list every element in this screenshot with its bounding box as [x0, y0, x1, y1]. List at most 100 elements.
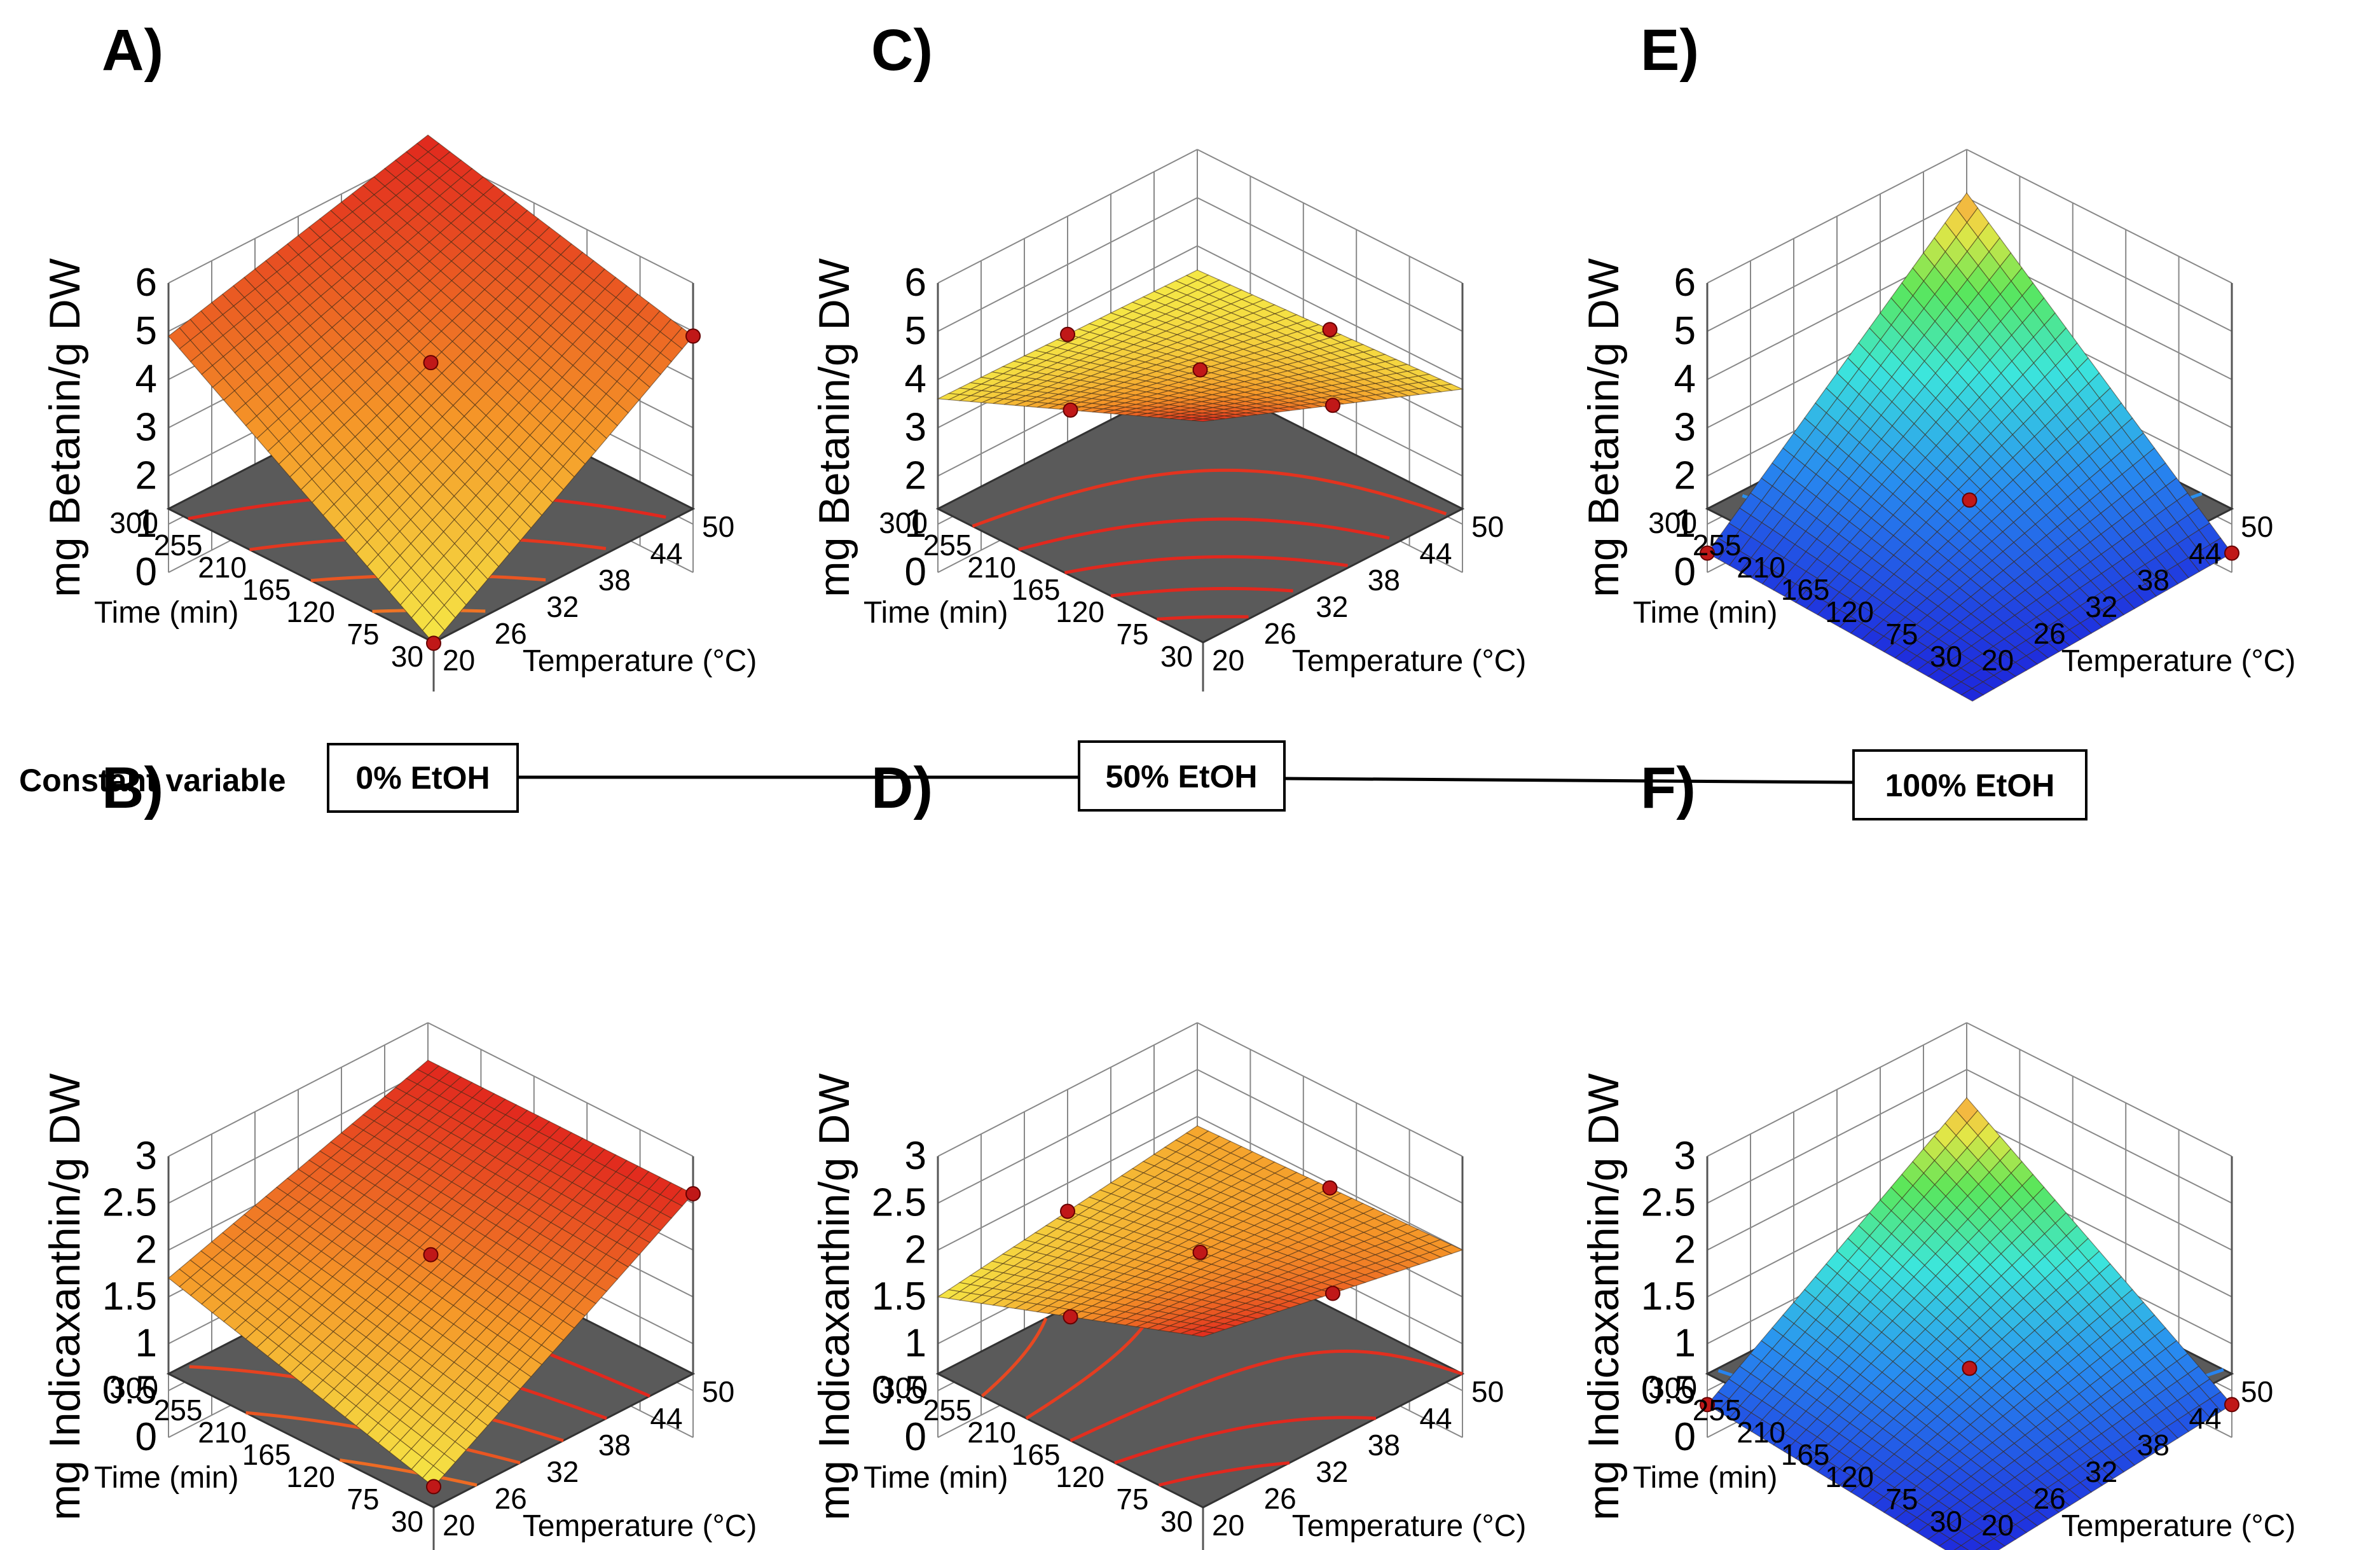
- temperature-tick-label-2: 32: [1316, 590, 1348, 623]
- floor-contours: [972, 468, 1447, 621]
- time-tick-label-0: 30: [1930, 1505, 1962, 1538]
- design-point-0: [423, 355, 439, 371]
- design-point-2: [1322, 1180, 1338, 1196]
- z-tick-label-2: 2: [905, 453, 926, 497]
- time-tick-label-3: 165: [1012, 1438, 1061, 1471]
- time-tick-label-3: 165: [242, 1438, 291, 1471]
- time-tick-label-6: 300: [109, 1371, 158, 1404]
- time-tick-label-1: 75: [1885, 618, 1918, 651]
- z-tick-label-2: 1: [135, 1322, 157, 1366]
- contour-line: [980, 1317, 1048, 1397]
- z-tick-label-5: 5: [905, 309, 926, 353]
- temperature-tick-label-0: 20: [443, 1509, 475, 1542]
- z-tick-label-1: 1: [905, 502, 926, 546]
- design-points: [1700, 492, 2239, 561]
- temperature-tick-label-4: 44: [2189, 537, 2221, 570]
- time-tick-label-1: 75: [1116, 1483, 1148, 1516]
- constant-box-1: [1078, 740, 1286, 812]
- panel-5: 00.511.522.53 mg Indicaxanthin/g DW 30 75 12…: [1579, 756, 2295, 1550]
- contour-line: [339, 1458, 478, 1487]
- design-points: [1060, 1180, 1340, 1325]
- panel-letter: A): [102, 18, 163, 83]
- temperature-axis: 20 26 32 38 44 50 Temperature (°C): [1981, 1375, 2295, 1543]
- design-point-1: [1063, 402, 1078, 418]
- time-tick-label-2: 120: [1056, 1460, 1104, 1493]
- design-point-0: [1962, 492, 1978, 508]
- z-tick-label-0: 0: [135, 1415, 157, 1459]
- time-tick-label-6: 300: [1648, 506, 1697, 539]
- z-tick-label-1: 0.5: [1641, 1368, 1696, 1412]
- z-axis: 00.511.522.53 mg Indicaxanthin/g DW: [810, 1074, 926, 1521]
- time-tick-label-0: 30: [1160, 640, 1193, 673]
- z-tick-label-6: 6: [905, 261, 926, 305]
- z-tick-label-6: 6: [135, 261, 157, 305]
- z-axis-label: mg Indicaxanthin/g DW: [41, 1074, 89, 1521]
- temperature-tick-label-1: 26: [2033, 617, 2066, 650]
- time-axis-label: Time (min): [94, 1461, 239, 1495]
- design-point-0: [1962, 1360, 1978, 1376]
- temperature-tick-label-5: 50: [1471, 1375, 1504, 1408]
- time-tick-label-6: 300: [109, 506, 158, 539]
- z-tick-label-5: 5: [1674, 309, 1696, 353]
- z-tick-label-1: 1: [1674, 502, 1696, 546]
- time-tick-label-4: 210: [198, 1416, 247, 1449]
- panel-letter: C): [871, 18, 933, 83]
- temperature-tick-label-0: 20: [443, 644, 475, 677]
- time-tick-label-2: 120: [1056, 595, 1104, 628]
- response-surface: [1707, 1097, 2232, 1550]
- constant-box-1-label: 50% EtOH: [1106, 759, 1258, 794]
- constant-box-2-label: 100% EtOH: [1885, 768, 2055, 803]
- constant-box-0-label: 0% EtOH: [355, 760, 490, 796]
- temperature-tick-label-1: 26: [1264, 617, 1297, 650]
- design-point-1: [2224, 1397, 2239, 1413]
- temperature-axis-label: Temperature (°C): [1292, 644, 1527, 678]
- temperature-tick-label-0: 20: [1212, 644, 1244, 677]
- response-surface: [937, 1125, 1464, 1338]
- constant-variable-row: Constant variable 0% EtOH 50% EtOH 100% …: [19, 740, 2088, 820]
- constant-variable-label: Constant variable: [19, 763, 286, 798]
- temperature-tick-label-3: 38: [2137, 1429, 2170, 1462]
- temperature-tick-label-3: 38: [1368, 1429, 1400, 1462]
- panel-letter: D): [871, 756, 933, 820]
- design-point-2: [426, 635, 441, 651]
- time-tick-label-5: 255: [154, 1394, 203, 1427]
- response-surface: [168, 1060, 694, 1488]
- temperature-tick-label-0: 20: [1981, 644, 2014, 677]
- time-tick-label-3: 165: [1012, 573, 1061, 606]
- time-tick-label-6: 300: [879, 506, 928, 539]
- panel-0: 01 23 456 mg Betanin/g DW 30 75 12016521025530…: [41, 18, 757, 692]
- z-tick-label-2: 1: [1674, 1322, 1696, 1366]
- time-tick-label-3: 165: [242, 573, 291, 606]
- z-tick-label-4: 2: [1674, 1228, 1696, 1271]
- temperature-tick-label-0: 20: [1212, 1509, 1244, 1542]
- design-points: [423, 328, 701, 651]
- z-tick-label-6: 3: [905, 1134, 926, 1178]
- time-tick-label-3: 165: [1781, 573, 1830, 606]
- z-tick-label-4: 4: [135, 357, 157, 401]
- design-point-3: [1060, 326, 1075, 342]
- time-tick-label-5: 255: [1693, 1394, 1742, 1427]
- contour-line: [1158, 1461, 1290, 1487]
- z-axis: 01 23 456 mg Betanin/g DW: [1579, 258, 1696, 597]
- z-tick-label-3: 1.5: [872, 1275, 926, 1318]
- temperature-tick-label-0: 20: [1981, 1509, 2014, 1542]
- time-axis-label: Time (min): [1633, 596, 1778, 630]
- time-tick-label-5: 255: [154, 529, 203, 562]
- panel-letter: F): [1641, 756, 1696, 820]
- z-tick-label-3: 1.5: [102, 1275, 157, 1318]
- temperature-axis: 20 26 32 38 44 50 Temperature (°C): [1212, 510, 1526, 678]
- temperature-tick-label-2: 32: [546, 1455, 579, 1488]
- temperature-tick-label-3: 38: [598, 1429, 631, 1462]
- contour-line: [1064, 555, 1348, 574]
- temperature-tick-label-4: 44: [2189, 1402, 2221, 1435]
- z-tick-label-5: 2.5: [1641, 1181, 1696, 1225]
- time-tick-label-3: 165: [1781, 1438, 1830, 1471]
- time-axis-label: Time (min): [863, 596, 1008, 630]
- panel-4: 01 23 456 mg Betanin/g DW 30 75 12016521025530…: [1579, 18, 2295, 702]
- design-point-4: [1325, 398, 1340, 413]
